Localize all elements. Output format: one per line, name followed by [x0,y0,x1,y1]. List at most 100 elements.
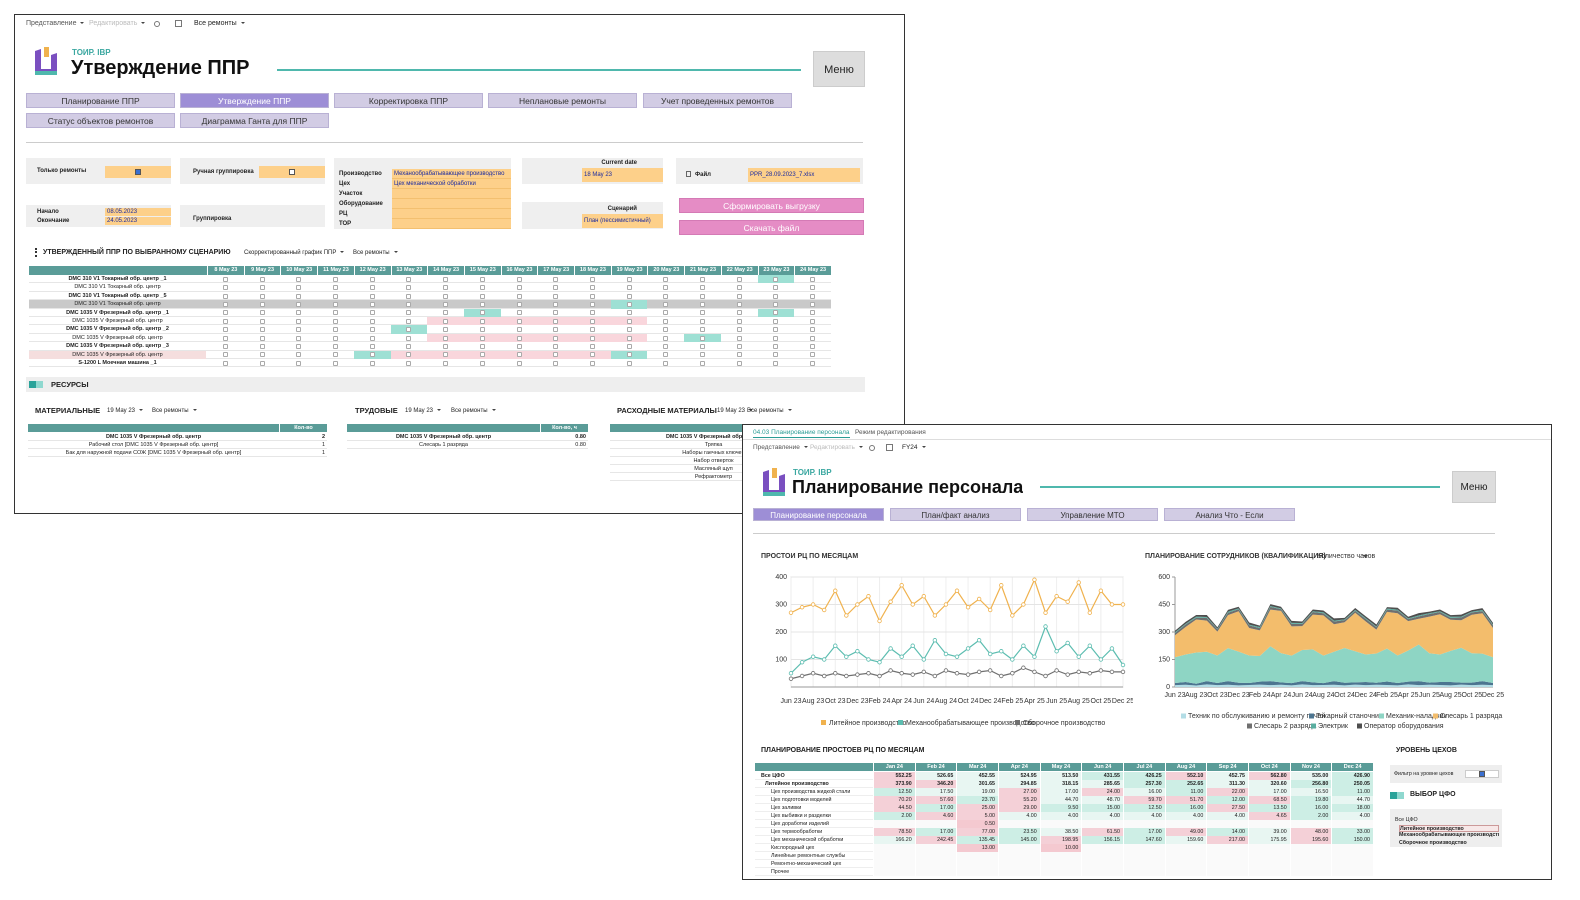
checkbox[interactable] [700,301,706,307]
checkbox[interactable] [810,276,816,282]
checkbox[interactable] [773,335,779,341]
checkbox[interactable] [663,360,669,366]
calendar-icon[interactable] [175,20,182,27]
checkbox[interactable] [663,343,669,349]
checkbox[interactable] [479,301,485,307]
checkbox[interactable] [369,301,375,307]
checkbox[interactable] [222,310,228,316]
checkbox[interactable] [369,310,375,316]
checkbox[interactable] [700,360,706,366]
checkbox[interactable] [479,335,485,341]
checkbox[interactable] [810,318,816,324]
checkbox[interactable] [516,335,522,341]
checkbox[interactable] [626,285,632,291]
resource-date[interactable]: 19 May 23 [717,405,753,417]
checkbox[interactable] [443,285,449,291]
checkbox[interactable] [443,276,449,282]
checkbox[interactable] [626,343,632,349]
checkbox[interactable] [296,335,302,341]
checkbox[interactable] [332,335,338,341]
checkbox[interactable] [516,318,522,324]
checkbox[interactable] [135,169,141,175]
checkbox[interactable] [736,285,742,291]
checkbox[interactable] [700,293,706,299]
checkbox[interactable] [332,352,338,358]
resource-filter[interactable]: Все ремонты [152,405,197,417]
checkbox[interactable] [479,293,485,299]
checkbox[interactable] [479,360,485,366]
schedule-dropdown[interactable]: Скорректированный график ППР [244,247,344,259]
checkbox[interactable] [773,285,779,291]
cfo-option[interactable]: Сборочное производство [1399,839,1467,846]
checkbox[interactable] [332,310,338,316]
checkbox[interactable] [259,335,265,341]
checkbox[interactable] [222,327,228,333]
checkbox[interactable] [296,343,302,349]
checkbox[interactable] [332,293,338,299]
checkbox[interactable] [516,293,522,299]
checkbox[interactable] [289,169,295,175]
checkbox[interactable] [222,285,228,291]
checkbox[interactable] [663,310,669,316]
checkbox[interactable] [663,293,669,299]
checkbox[interactable] [259,310,265,316]
checkbox[interactable] [332,327,338,333]
checkbox[interactable] [332,318,338,324]
checkbox[interactable] [259,293,265,299]
checkbox[interactable] [296,301,302,307]
checkbox[interactable] [443,327,449,333]
checkbox[interactable] [332,276,338,282]
nav-tab[interactable]: Неплановые ремонты [488,93,637,108]
checkbox[interactable] [810,301,816,307]
checkbox[interactable] [589,276,595,282]
checkbox[interactable] [626,360,632,366]
checkbox[interactable] [369,327,375,333]
checkbox[interactable] [700,343,706,349]
checkbox[interactable] [589,327,595,333]
checkbox[interactable] [516,327,522,333]
checkbox[interactable] [406,285,412,291]
checkbox[interactable] [296,310,302,316]
checkbox[interactable] [479,318,485,324]
checkbox[interactable] [663,285,669,291]
checkbox[interactable] [296,327,302,333]
checkbox[interactable] [332,360,338,366]
menu-edit[interactable]: Редактировать [810,443,863,453]
checkbox[interactable] [369,285,375,291]
checkbox[interactable] [1479,771,1485,777]
checkbox[interactable] [553,335,559,341]
checkbox[interactable] [553,293,559,299]
checkbox[interactable] [406,310,412,316]
checkbox[interactable] [553,352,559,358]
checkbox[interactable] [589,301,595,307]
checkbox[interactable] [479,285,485,291]
checkbox[interactable] [626,301,632,307]
checkbox[interactable] [773,301,779,307]
checkbox[interactable] [553,310,559,316]
checkbox[interactable] [332,285,338,291]
menu-view[interactable]: Представление [753,443,808,453]
nav-tab[interactable]: Планирование ППР [26,93,175,108]
checkbox[interactable] [443,360,449,366]
checkbox[interactable] [773,343,779,349]
checkbox[interactable] [810,293,816,299]
checkbox[interactable] [663,352,669,358]
checkbox[interactable] [259,343,265,349]
checkbox[interactable] [810,335,816,341]
checkbox[interactable] [406,343,412,349]
checkbox[interactable] [553,318,559,324]
checkbox[interactable] [553,343,559,349]
checkbox[interactable] [553,327,559,333]
checkbox[interactable] [443,343,449,349]
nav-tab[interactable]: План/факт анализ [890,508,1021,521]
checkbox[interactable] [773,318,779,324]
checkbox[interactable] [700,276,706,282]
checkbox[interactable] [736,276,742,282]
checkbox[interactable] [443,318,449,324]
checkbox[interactable] [222,293,228,299]
checkbox[interactable] [736,335,742,341]
checkbox[interactable] [259,285,265,291]
checkbox[interactable] [406,276,412,282]
checkbox[interactable] [663,327,669,333]
nav-tab[interactable]: Анализ Что - Если [1164,508,1295,521]
